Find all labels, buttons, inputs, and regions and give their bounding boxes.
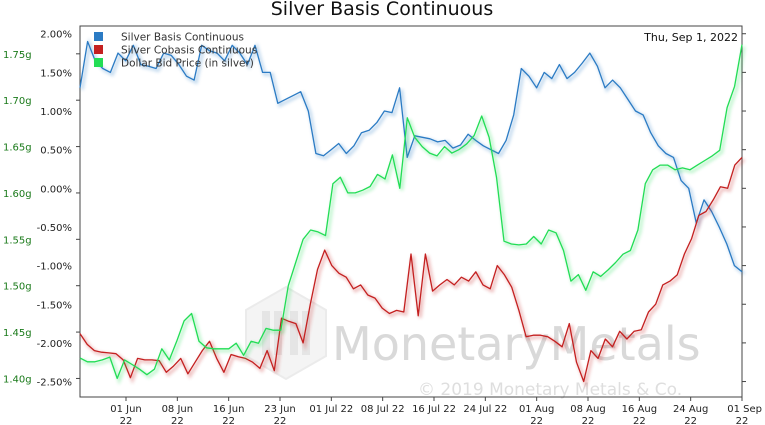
x-axis-tick-label: 24 Jul 22 bbox=[463, 404, 507, 415]
right-axis-tick-label: -1.00% bbox=[37, 262, 72, 273]
x-axis-tick-label: 01 Jul 22 bbox=[309, 404, 353, 415]
chart-title: Silver Basis Continuous bbox=[271, 0, 494, 20]
right-axis-tick-label: -2.00% bbox=[37, 339, 72, 350]
date-label: Thu, Sep 1, 2022 bbox=[643, 31, 738, 44]
x-axis-tick-label: 08 Aug bbox=[570, 404, 605, 415]
left-axis-tick-label: 1.60g bbox=[3, 189, 32, 200]
x-axis-tick-label-year: 22 bbox=[736, 416, 749, 425]
legend-label: Silver Basis Continuous bbox=[121, 32, 244, 44]
right-axis-tick-label: 1.50% bbox=[40, 68, 72, 79]
x-axis-tick-label: 16 Jun bbox=[213, 404, 245, 415]
x-axis-tick-label: 01 Sep bbox=[727, 404, 762, 415]
plot-frame bbox=[79, 25, 743, 398]
x-axis-tick-label-year: 22 bbox=[684, 416, 697, 425]
legend-swatch bbox=[94, 58, 103, 67]
right-axis-tick-label: -1.50% bbox=[37, 300, 72, 311]
right-axis-tick-label: -0.50% bbox=[37, 223, 72, 234]
right-axis-tick-label: -2.50% bbox=[37, 378, 72, 389]
left-axis-tick-label: 1.70g bbox=[3, 96, 32, 107]
x-axis-tick-label: 16 Aug bbox=[622, 404, 657, 415]
x-axis-tick-label-year: 22 bbox=[530, 416, 543, 425]
x-axis-tick-label: 16 Jul 22 bbox=[412, 404, 456, 415]
right-axis: 2.00% 1.50% 1.00% 0.50% 0.00% -0.50% -1.00% -1.… bbox=[37, 30, 746, 389]
legend-swatch bbox=[94, 32, 103, 41]
x-axis-tick-label-year: 22 bbox=[171, 416, 184, 425]
right-axis-tick-label: 0.50% bbox=[40, 146, 72, 157]
watermark-copyright: © 2019 Monetary Metals & Co. bbox=[418, 380, 682, 400]
x-axis-tick-label: 01 Aug bbox=[519, 404, 554, 415]
series-line bbox=[79, 156, 743, 383]
x-axis-tick-label-year: 22 bbox=[120, 416, 133, 425]
series-1 bbox=[79, 156, 746, 390]
legend-swatch bbox=[94, 45, 103, 54]
x-axis-tick-label: 24 Aug bbox=[673, 404, 708, 415]
series-layer bbox=[79, 37, 746, 390]
series-line-shadow bbox=[80, 158, 746, 390]
x-axis-tick-label-year: 22 bbox=[633, 416, 646, 425]
x-axis-tick-label-year: 22 bbox=[222, 416, 235, 425]
right-axis-tick-label: 1.00% bbox=[40, 107, 72, 118]
series-2 bbox=[79, 44, 746, 385]
x-axis-tick-label: 08 Jul 22 bbox=[361, 404, 405, 415]
left-axis-tick-label: 1.45g bbox=[3, 328, 32, 339]
left-axis: 1.75g 1.70g 1.65g 1.60g 1.55g 1.50g 1.45g 1.40g bbox=[3, 50, 80, 385]
x-axis-tick-label: 08 Jun bbox=[162, 404, 194, 415]
x-axis-tick-label-year: 22 bbox=[274, 416, 287, 425]
legend-label: Dollar Bid Price (in silver) bbox=[121, 58, 254, 70]
left-axis-tick-label: 1.75g bbox=[3, 50, 32, 61]
watermark-brand: MonetaryMetals bbox=[332, 317, 701, 371]
right-axis-tick-label: 2.00% bbox=[40, 30, 72, 41]
x-axis-tick-label: 01 Jun bbox=[110, 404, 142, 415]
left-axis-tick-label: 1.50g bbox=[3, 282, 32, 293]
series-line bbox=[79, 40, 743, 273]
left-axis-tick-label: 1.55g bbox=[3, 235, 32, 246]
series-line bbox=[79, 44, 743, 380]
left-axis-tick-label: 1.40g bbox=[3, 374, 32, 385]
left-axis-tick-label: 1.65g bbox=[3, 143, 32, 154]
series-0 bbox=[79, 37, 746, 276]
x-axis-tick-label: 23 Jun bbox=[264, 404, 296, 415]
right-axis-tick-label: 0.00% bbox=[40, 184, 72, 195]
series-line-shadow bbox=[80, 37, 746, 276]
legend-label: Silver Cobasis Continuous bbox=[121, 45, 257, 57]
x-axis-tick-label-year: 22 bbox=[582, 416, 595, 425]
